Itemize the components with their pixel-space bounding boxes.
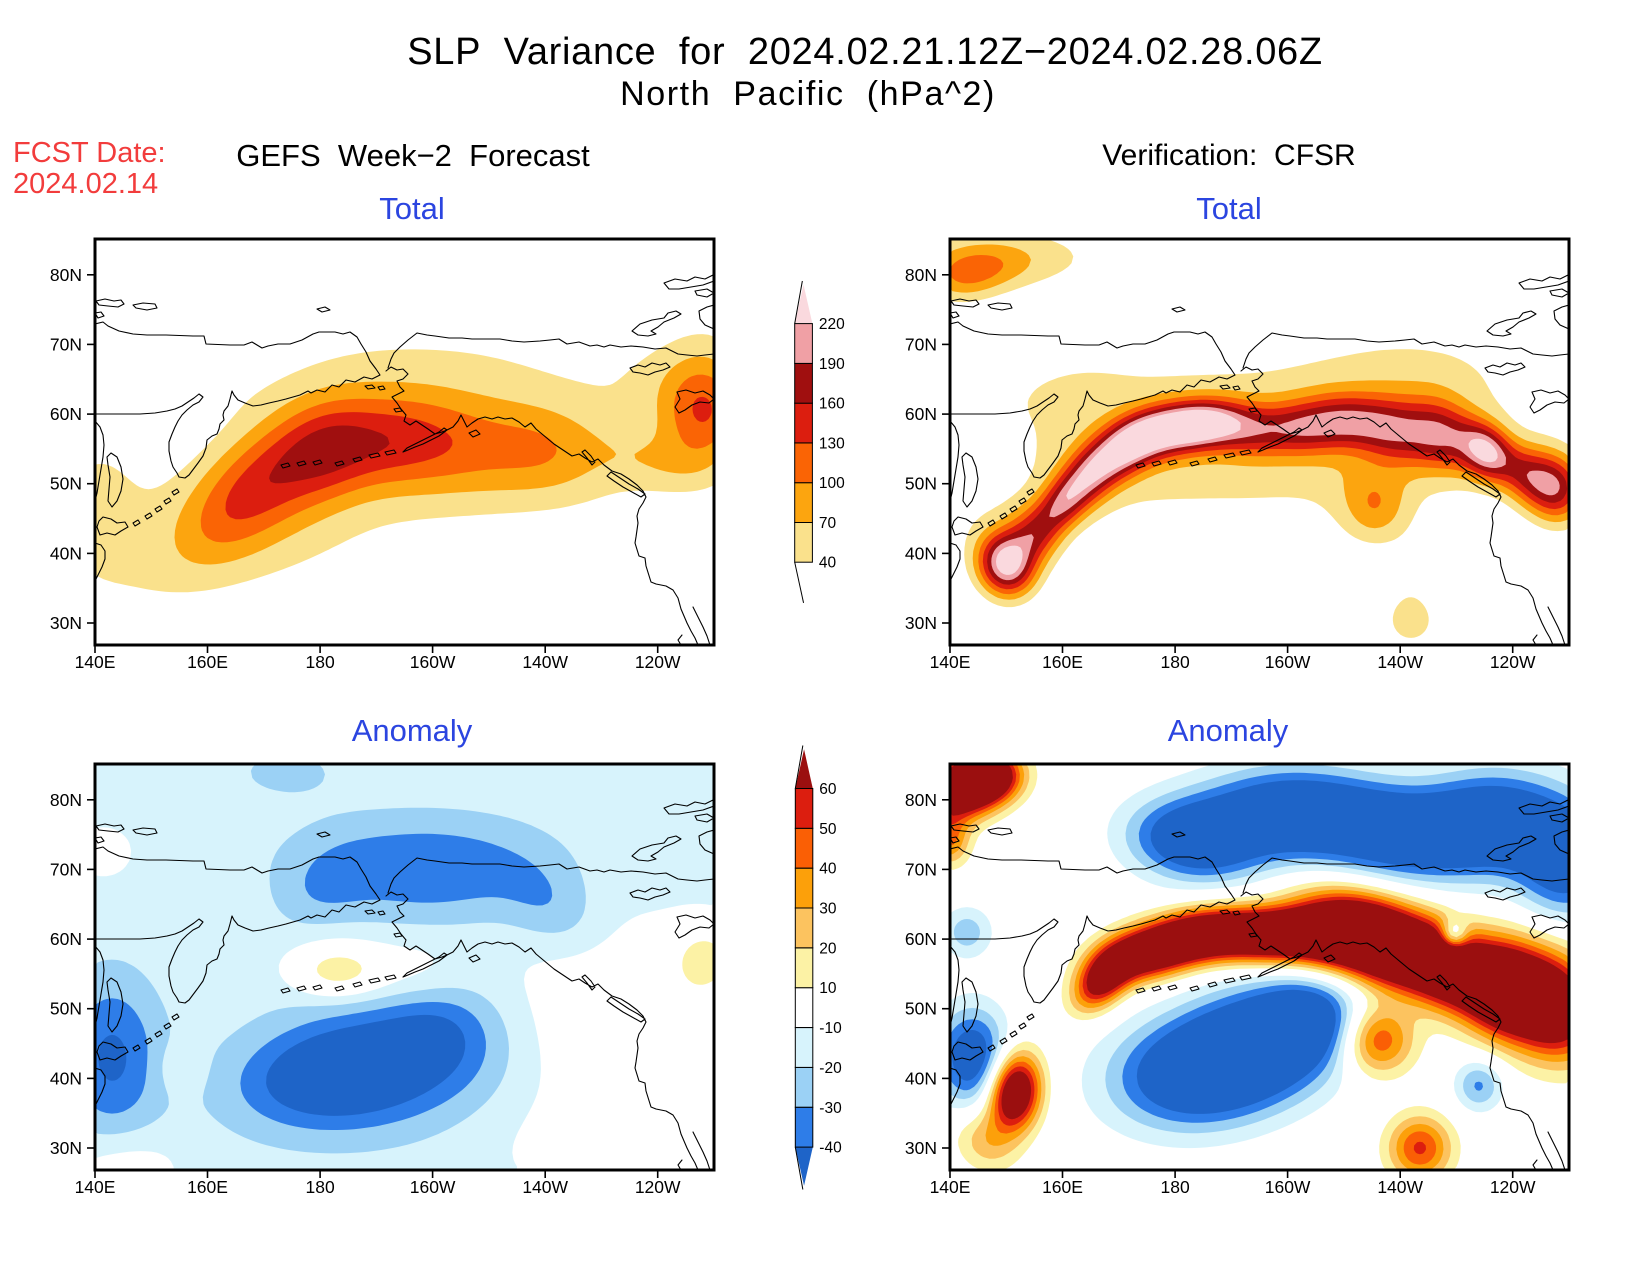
svg-text:190: 190 [819,356,845,373]
svg-text:180: 180 [305,652,334,672]
svg-text:180: 180 [305,1177,334,1197]
svg-text:60N: 60N [50,404,82,424]
svg-text:40N: 40N [905,1068,937,1088]
svg-text:140W: 140W [1377,1177,1423,1197]
svg-text:60N: 60N [905,404,937,424]
svg-text:20: 20 [819,940,837,957]
svg-text:70N: 70N [50,859,82,879]
svg-text:40N: 40N [50,1068,82,1088]
svg-text:30N: 30N [905,613,937,633]
svg-text:40N: 40N [50,543,82,563]
svg-text:140E: 140E [930,1177,971,1197]
svg-text:160E: 160E [1042,652,1083,672]
svg-text:60: 60 [819,781,837,798]
svg-text:-40: -40 [819,1140,842,1157]
svg-text:40: 40 [819,555,837,572]
svg-text:160W: 160W [410,1177,456,1197]
svg-text:160W: 160W [1265,652,1311,672]
svg-text:60N: 60N [905,929,937,949]
svg-text:160E: 160E [187,652,228,672]
svg-text:180: 180 [1160,652,1189,672]
svg-text:60N: 60N [50,929,82,949]
svg-text:160W: 160W [410,652,456,672]
svg-text:70N: 70N [905,334,937,354]
svg-text:120W: 120W [635,1177,681,1197]
svg-text:30N: 30N [50,613,82,633]
svg-text:10: 10 [819,980,837,997]
svg-text:160W: 160W [1265,1177,1311,1197]
svg-text:40N: 40N [905,543,937,563]
svg-text:120W: 120W [1490,1177,1536,1197]
svg-text:70N: 70N [905,859,937,879]
svg-text:160E: 160E [1042,1177,1083,1197]
svg-text:40: 40 [819,861,837,878]
svg-text:80N: 80N [50,790,82,810]
svg-text:50N: 50N [50,474,82,494]
svg-text:30N: 30N [905,1138,937,1158]
svg-text:30N: 30N [50,1138,82,1158]
svg-text:140W: 140W [522,652,568,672]
svg-text:140W: 140W [1377,652,1423,672]
svg-text:50: 50 [819,821,837,838]
svg-text:140E: 140E [75,1177,116,1197]
svg-text:-30: -30 [819,1100,842,1117]
svg-text:-20: -20 [819,1060,842,1077]
svg-text:180: 180 [1160,1177,1189,1197]
svg-text:220: 220 [819,316,845,333]
svg-text:120W: 120W [1490,652,1536,672]
svg-text:50N: 50N [50,999,82,1019]
svg-text:50N: 50N [905,999,937,1019]
svg-text:160E: 160E [187,1177,228,1197]
svg-text:100: 100 [819,475,845,492]
svg-text:70N: 70N [50,334,82,354]
svg-text:50N: 50N [905,474,937,494]
svg-text:30: 30 [819,901,837,918]
svg-text:80N: 80N [905,790,937,810]
svg-text:130: 130 [819,435,845,452]
svg-text:80N: 80N [50,265,82,285]
svg-text:140W: 140W [522,1177,568,1197]
svg-text:140E: 140E [75,652,116,672]
svg-text:-10: -10 [819,1020,842,1037]
svg-text:160: 160 [819,396,845,413]
svg-text:140E: 140E [930,652,971,672]
svg-text:70: 70 [819,515,837,532]
svg-text:120W: 120W [635,652,681,672]
svg-text:80N: 80N [905,265,937,285]
